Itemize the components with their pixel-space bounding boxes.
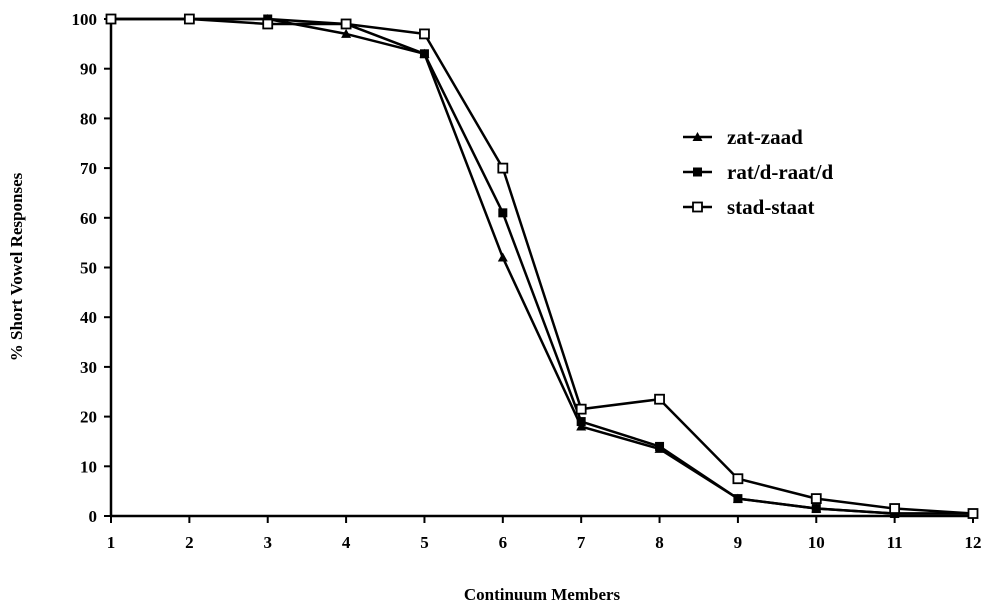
data-point: [654, 393, 665, 405]
x-tick-label: 9: [734, 533, 743, 552]
data-point: [497, 252, 508, 262]
y-tick-label: 50: [80, 259, 97, 278]
y-tick-label: 20: [80, 408, 97, 427]
x-tick-label: 6: [499, 533, 508, 552]
series-1-points: [106, 14, 978, 518]
y-tick-label: 60: [80, 209, 97, 228]
x-ticks: 1 2 3 4 5 6 7 8 9 10 11 12: [107, 516, 982, 552]
data-point: [498, 208, 508, 218]
x-tick-label: 3: [263, 533, 272, 552]
x-tick-label: 1: [107, 533, 116, 552]
data-point: [419, 28, 430, 40]
y-tick-label: 80: [80, 109, 97, 128]
data-point: [889, 503, 901, 514]
legend-label: stad-staat: [727, 195, 815, 219]
series-line: [111, 17, 973, 515]
legend-marker: [693, 167, 702, 177]
data-point: [183, 13, 195, 25]
data-point: [105, 13, 117, 25]
x-tick-label: 12: [965, 533, 982, 552]
data-point: [733, 494, 743, 504]
x-tick-label: 2: [185, 533, 194, 552]
legend-marker: [692, 201, 703, 213]
series-line: [111, 17, 973, 515]
legend-marker: [692, 132, 703, 141]
series-group: [105, 13, 979, 519]
y-tick-label: 100: [72, 10, 98, 29]
data-point: [732, 473, 744, 485]
data-point: [576, 417, 586, 427]
data-point: [811, 504, 821, 514]
legend: zat-zaad rat/d-raat/d stad-staat: [683, 125, 833, 219]
x-tick-label: 10: [808, 533, 825, 552]
series-2: [111, 17, 973, 515]
x-tick-label: 8: [655, 533, 664, 552]
x-tick-label: 11: [887, 533, 903, 552]
x-tick-label: 7: [577, 533, 586, 552]
x-tick-label: 5: [420, 533, 429, 552]
data-point: [341, 28, 352, 38]
legend-item: zat-zaad: [683, 125, 803, 149]
legend-label: rat/d-raat/d: [727, 160, 833, 184]
data-point: [497, 162, 509, 174]
series-line: [111, 17, 974, 515]
data-point: [810, 493, 822, 505]
y-tick-label: 90: [80, 60, 97, 79]
x-tick-label: 4: [342, 533, 351, 552]
series-1: [111, 17, 973, 515]
series-3: [111, 17, 974, 515]
data-point: [340, 18, 352, 30]
data-point: [967, 508, 979, 519]
y-axis-title: % Short Vowel Responses: [7, 172, 26, 361]
series-3-points: [105, 13, 979, 519]
data-point: [419, 49, 429, 59]
y-tick-label: 0: [89, 507, 98, 526]
legend-item: stad-staat: [683, 195, 815, 219]
y-tick-label: 30: [80, 358, 97, 377]
y-ticks: 0 10 20 30 40 50 60 70 80 90 100: [72, 10, 111, 526]
x-axis-title: Continuum Members: [464, 585, 621, 604]
legend-label: zat-zaad: [727, 125, 803, 149]
y-tick-label: 40: [80, 308, 97, 327]
legend-item: rat/d-raat/d: [683, 160, 833, 184]
axes: [109, 17, 973, 518]
data-point: [575, 403, 587, 415]
y-tick-label: 10: [80, 457, 97, 476]
series-2-points: [106, 14, 978, 519]
data-point: [655, 441, 665, 451]
data-point: [262, 18, 274, 30]
y-tick-label: 70: [80, 159, 97, 178]
